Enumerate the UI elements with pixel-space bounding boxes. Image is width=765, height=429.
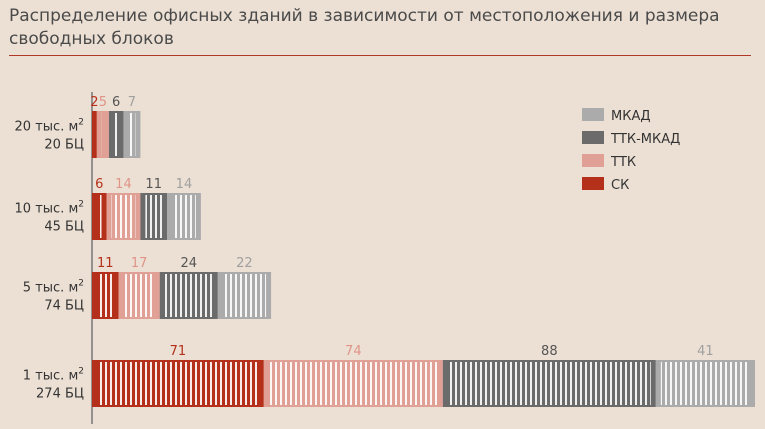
- category-label-size-3: 1 тыс. м2: [23, 367, 84, 384]
- data-label-0-1: 5: [99, 95, 107, 110]
- bar-stripes-0-2: [113, 113, 119, 156]
- data-label-3-1: 74: [345, 344, 362, 359]
- data-label-0-2: 6: [112, 95, 120, 110]
- legend-label-0: МКАД: [611, 109, 651, 124]
- category-label-size-0: 20 тыс. м2: [15, 118, 84, 135]
- bar-stripes-3-1: [268, 362, 438, 405]
- bar-stripes-1-0: [97, 195, 102, 238]
- legend-swatch-3: [582, 177, 604, 190]
- category-label-count-3: 274 БЦ: [36, 387, 84, 402]
- data-label-0-0: 2: [90, 95, 98, 110]
- data-label-2-2: 24: [181, 256, 198, 271]
- data-label-3-3: 41: [697, 344, 714, 359]
- legend-label-3: СК: [611, 178, 629, 193]
- data-label-3-0: 71: [170, 344, 187, 359]
- title-divider: [9, 55, 751, 56]
- data-label-3-2: 88: [541, 344, 558, 359]
- bar-stripes-2-2: [164, 274, 213, 317]
- data-label-0-3: 7: [128, 95, 136, 110]
- bars-layer: [92, 111, 755, 407]
- legend-label-2: ТТК: [610, 155, 636, 170]
- bar-stripes-2-0: [97, 274, 114, 317]
- category-label-size-2: 5 тыс. м2: [23, 279, 84, 296]
- bar-stripes-0-1: [101, 113, 104, 156]
- data-label-1-2: 11: [145, 177, 162, 192]
- legend: МКАД ТТК-МКАД ТТК СК: [582, 108, 680, 193]
- data-label-1-0: 6: [95, 177, 103, 192]
- bar-stripes-1-1: [111, 195, 136, 238]
- legend-swatch-0: [582, 108, 604, 121]
- data-label-2-0: 11: [97, 256, 114, 271]
- bar-stripes-2-3: [222, 274, 267, 317]
- bar-stripes-0-3: [128, 113, 136, 156]
- data-label-1-1: 14: [115, 177, 132, 192]
- legend-swatch-1: [582, 131, 604, 144]
- legend-label-1: ТТК-МКАД: [610, 132, 680, 147]
- category-label-count-0: 20 БЦ: [44, 138, 84, 153]
- category-label-size-1: 10 тыс. м2: [15, 200, 84, 217]
- bar-stripes-3-0: [97, 362, 259, 405]
- data-label-2-3: 22: [236, 256, 253, 271]
- data-label-2-1: 17: [131, 256, 148, 271]
- bar-stripes-3-3: [660, 362, 750, 405]
- bar-0-0: [92, 111, 97, 158]
- legend-swatch-2: [582, 154, 604, 167]
- chart-title: Распределение офисных зданий в зависимос…: [9, 6, 720, 49]
- bar-stripes-2-1: [123, 274, 155, 317]
- bar-stripes-1-3: [172, 195, 196, 238]
- category-label-count-2: 74 БЦ: [44, 299, 84, 314]
- data-label-1-3: 14: [176, 177, 193, 192]
- category-label-count-1: 45 БЦ: [44, 220, 84, 235]
- bar-stripes-3-2: [447, 362, 651, 405]
- bar-stripes-1-2: [145, 195, 163, 238]
